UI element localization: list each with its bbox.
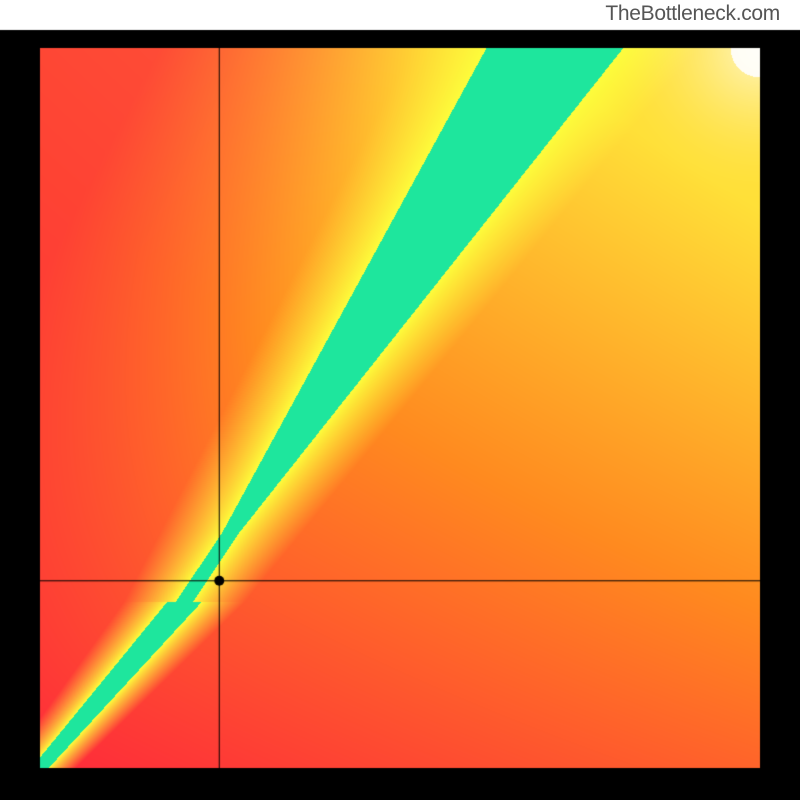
attribution-text: TheBottleneck.com bbox=[605, 2, 780, 26]
heatmap-canvas bbox=[0, 0, 800, 800]
chart-container: TheBottleneck.com bbox=[0, 0, 800, 800]
